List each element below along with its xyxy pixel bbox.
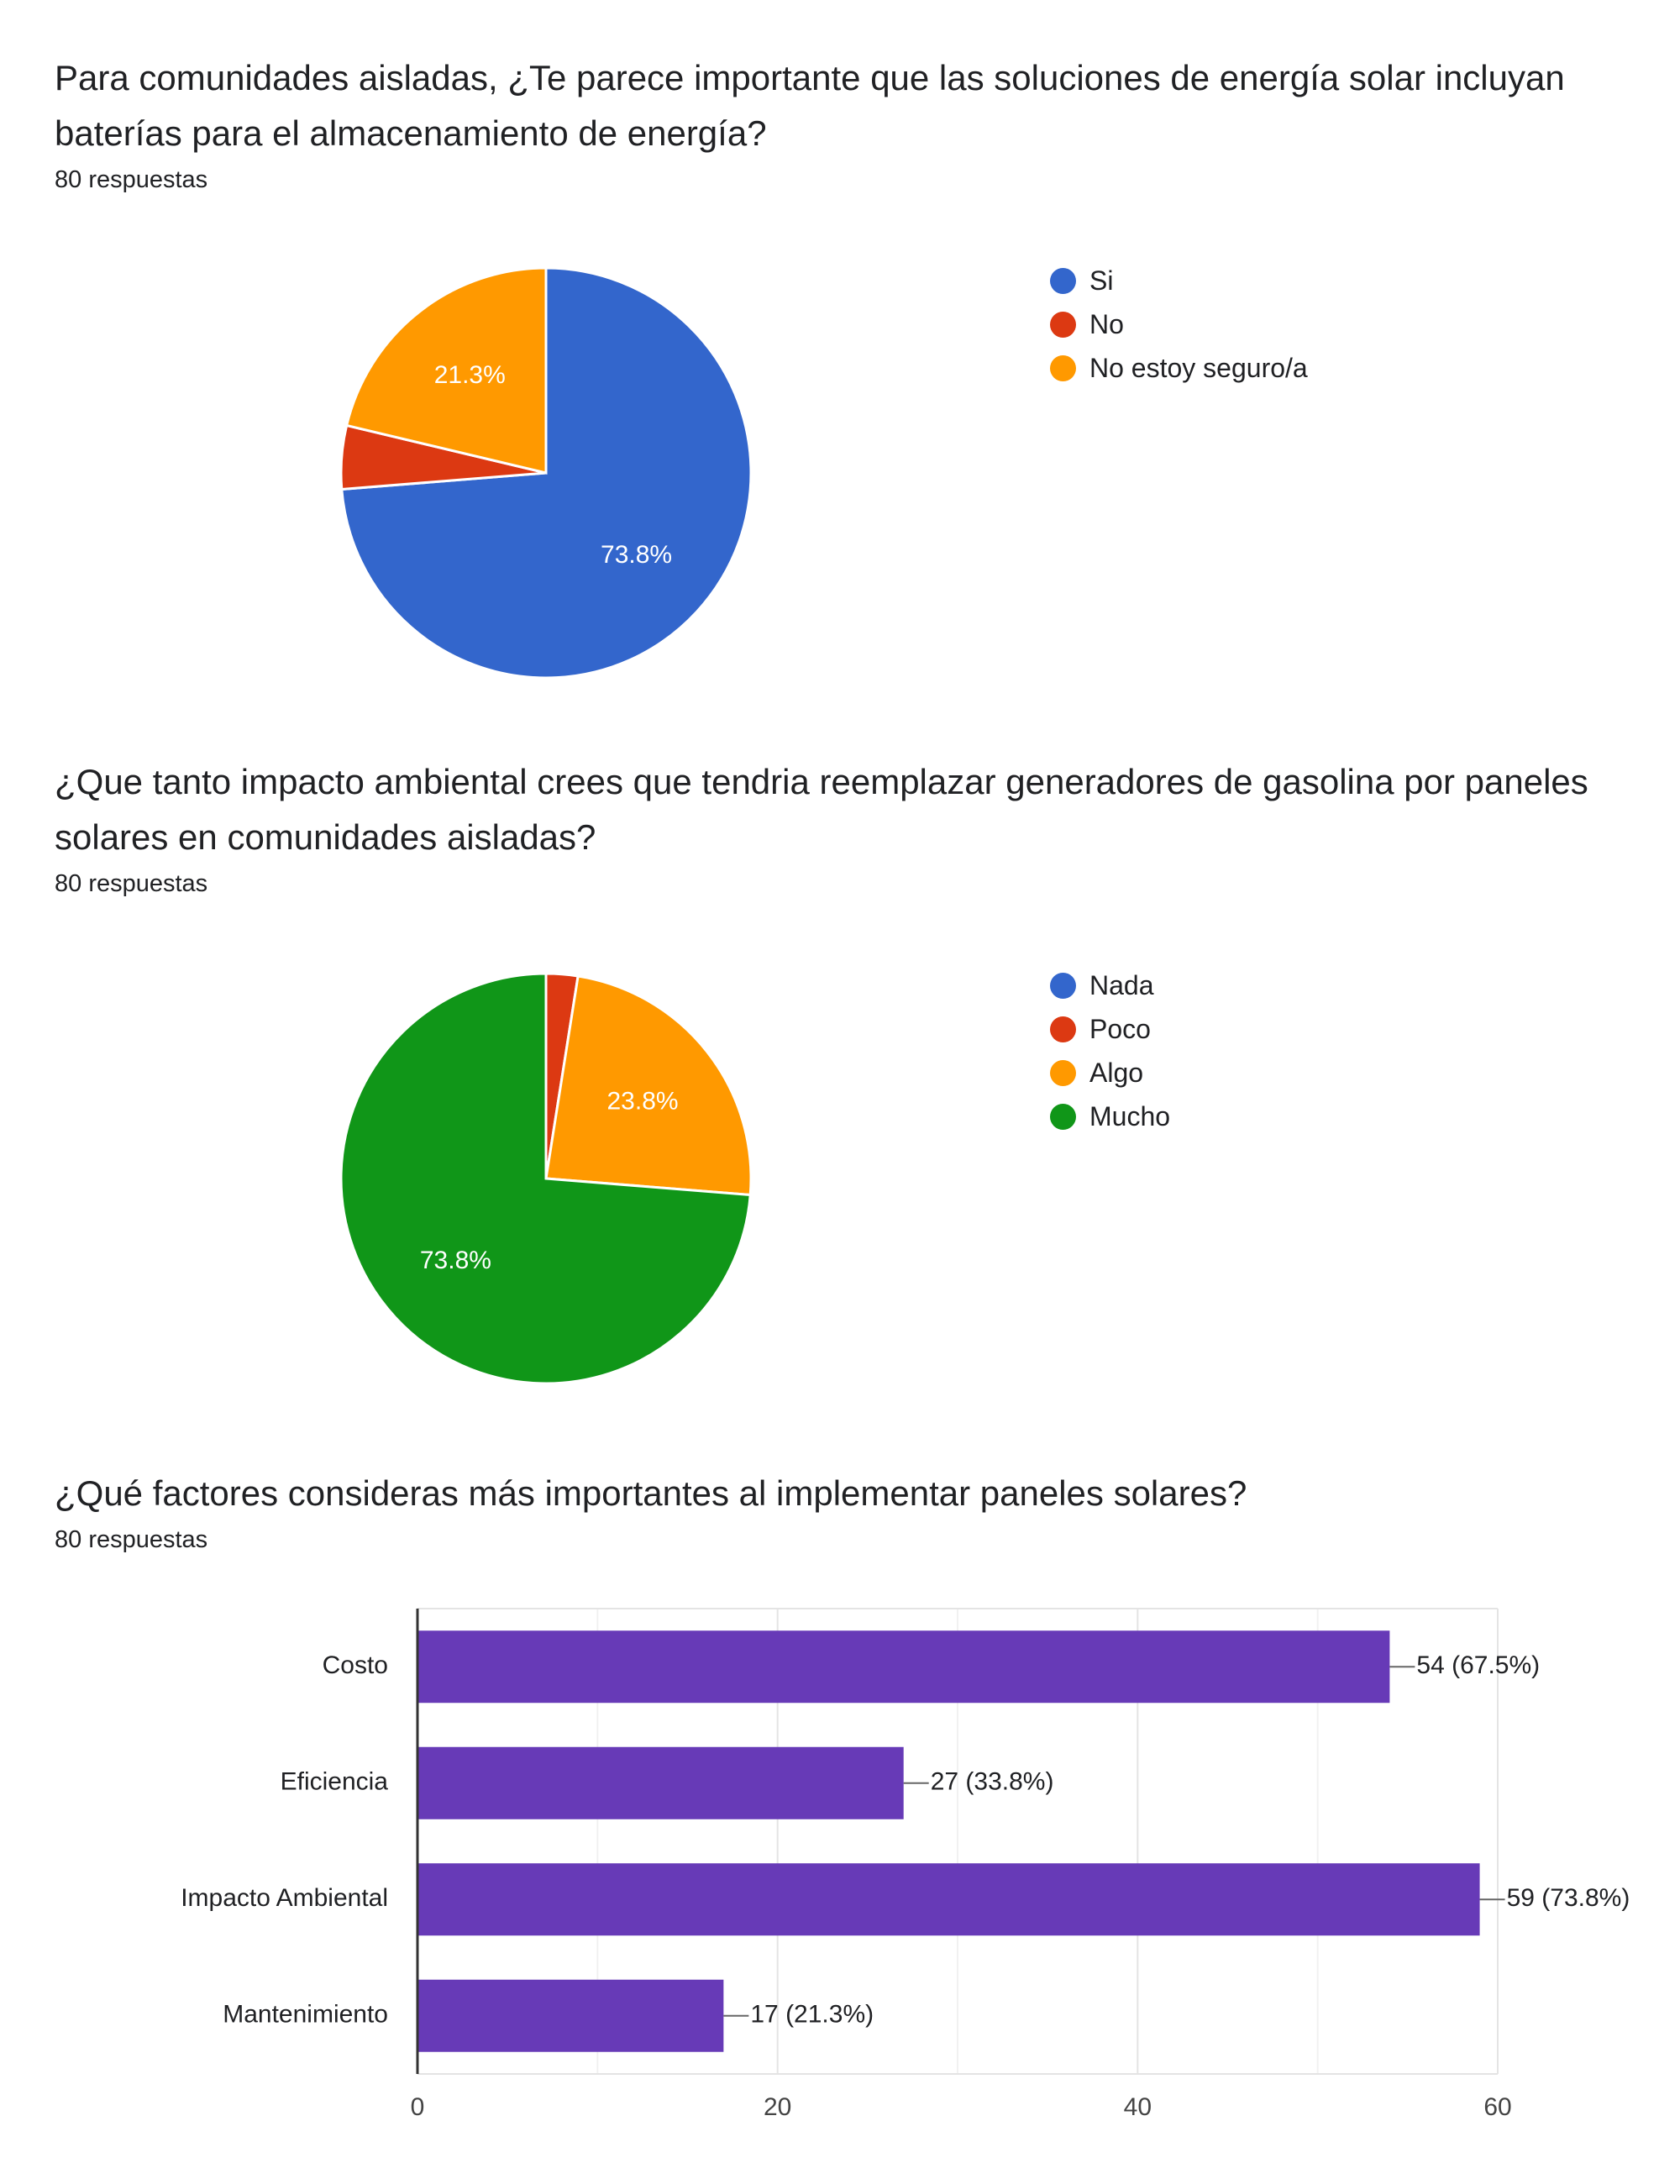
bar-eficiencia	[417, 1746, 904, 1819]
category-label: Costo	[323, 1651, 388, 1679]
legend-swatch	[1050, 354, 1076, 381]
legend-label: Nada	[1089, 969, 1154, 1000]
legend2-item-poco: Poco	[1050, 1007, 1170, 1051]
legend-label: Mucho	[1089, 1100, 1171, 1131]
legend1-item-no-estoy-seguro-a: No estoy seguro/a	[1050, 346, 1308, 390]
bar-data-label: 17 (21.3%)	[750, 2001, 874, 2029]
legend-swatch	[1050, 1103, 1076, 1130]
pie-legend-1: Si No No estoy seguro/a	[1050, 259, 1308, 390]
bar-impacto-ambiental	[417, 1863, 1480, 1936]
legend2-item-algo: Algo	[1050, 1051, 1170, 1095]
category-label: Eficiencia	[281, 1768, 389, 1796]
question-2: ¿Que tanto impacto ambiental crees que t…	[55, 754, 1651, 900]
pie2-slice-mucho	[339, 972, 752, 1385]
bar-mantenimiento	[417, 1979, 724, 2052]
legend1-item-no: No	[1050, 302, 1308, 346]
pie2-data-label: 23.8%	[606, 1087, 678, 1115]
bar-data-label: 54 (67.5%)	[1416, 1651, 1540, 1679]
category-label: Mantenimiento	[223, 2001, 388, 2029]
question-3: ¿Qué factores consideras más importantes…	[55, 1466, 1651, 1557]
x-tick-label: 20	[764, 2093, 791, 2121]
response-count: 80 respuestas	[55, 166, 208, 193]
x-tick-label: 40	[1124, 2093, 1152, 2121]
x-tick-label: 60	[1483, 2093, 1511, 2121]
legend-swatch	[1050, 972, 1076, 999]
pie-legend-2: Nada Poco Algo Mucho	[1050, 963, 1170, 1138]
pie2-data-label: 73.8%	[420, 1247, 491, 1274]
bar-data-label: 59 (73.8%)	[1507, 1884, 1630, 1912]
category-label: Impacto Ambiental	[181, 1884, 388, 1912]
pie1-data-label: 21.3%	[434, 361, 506, 389]
legend2-item-nada: Nada	[1050, 963, 1170, 1007]
legend-label: Poco	[1089, 1013, 1151, 1044]
bar-costo	[417, 1630, 1390, 1704]
question-title: ¿Qué factores consideras más importantes…	[55, 1473, 1247, 1513]
question-title: ¿Que tanto impacto ambiental crees que t…	[55, 762, 1588, 857]
response-count: 80 respuestas	[55, 870, 208, 897]
legend2-item-mucho: Mucho	[1050, 1095, 1170, 1138]
legend-label: Algo	[1089, 1057, 1144, 1088]
question-title: Para comunidades aisladas, ¿Te parece im…	[55, 58, 1565, 153]
pie1-data-label: 73.8%	[601, 541, 672, 569]
legend1-item-si: Si	[1050, 259, 1308, 302]
legend-label: No	[1089, 308, 1124, 339]
pie1-slice-no-estoy-seguro-a	[344, 266, 548, 475]
legend-swatch	[1050, 311, 1076, 338]
response-count: 80 respuestas	[55, 1526, 208, 1553]
legend-swatch	[1050, 1059, 1076, 1086]
legend-swatch	[1050, 267, 1076, 294]
legend-label: No estoy seguro/a	[1089, 352, 1308, 383]
bar-data-label: 27 (33.8%)	[931, 1768, 1054, 1796]
question-1: Para comunidades aisladas, ¿Te parece im…	[55, 50, 1651, 197]
x-tick-label: 0	[411, 2093, 425, 2121]
pie2-slice-algo	[544, 974, 753, 1197]
legend-swatch	[1050, 1016, 1076, 1042]
legend-label: Si	[1089, 265, 1114, 296]
